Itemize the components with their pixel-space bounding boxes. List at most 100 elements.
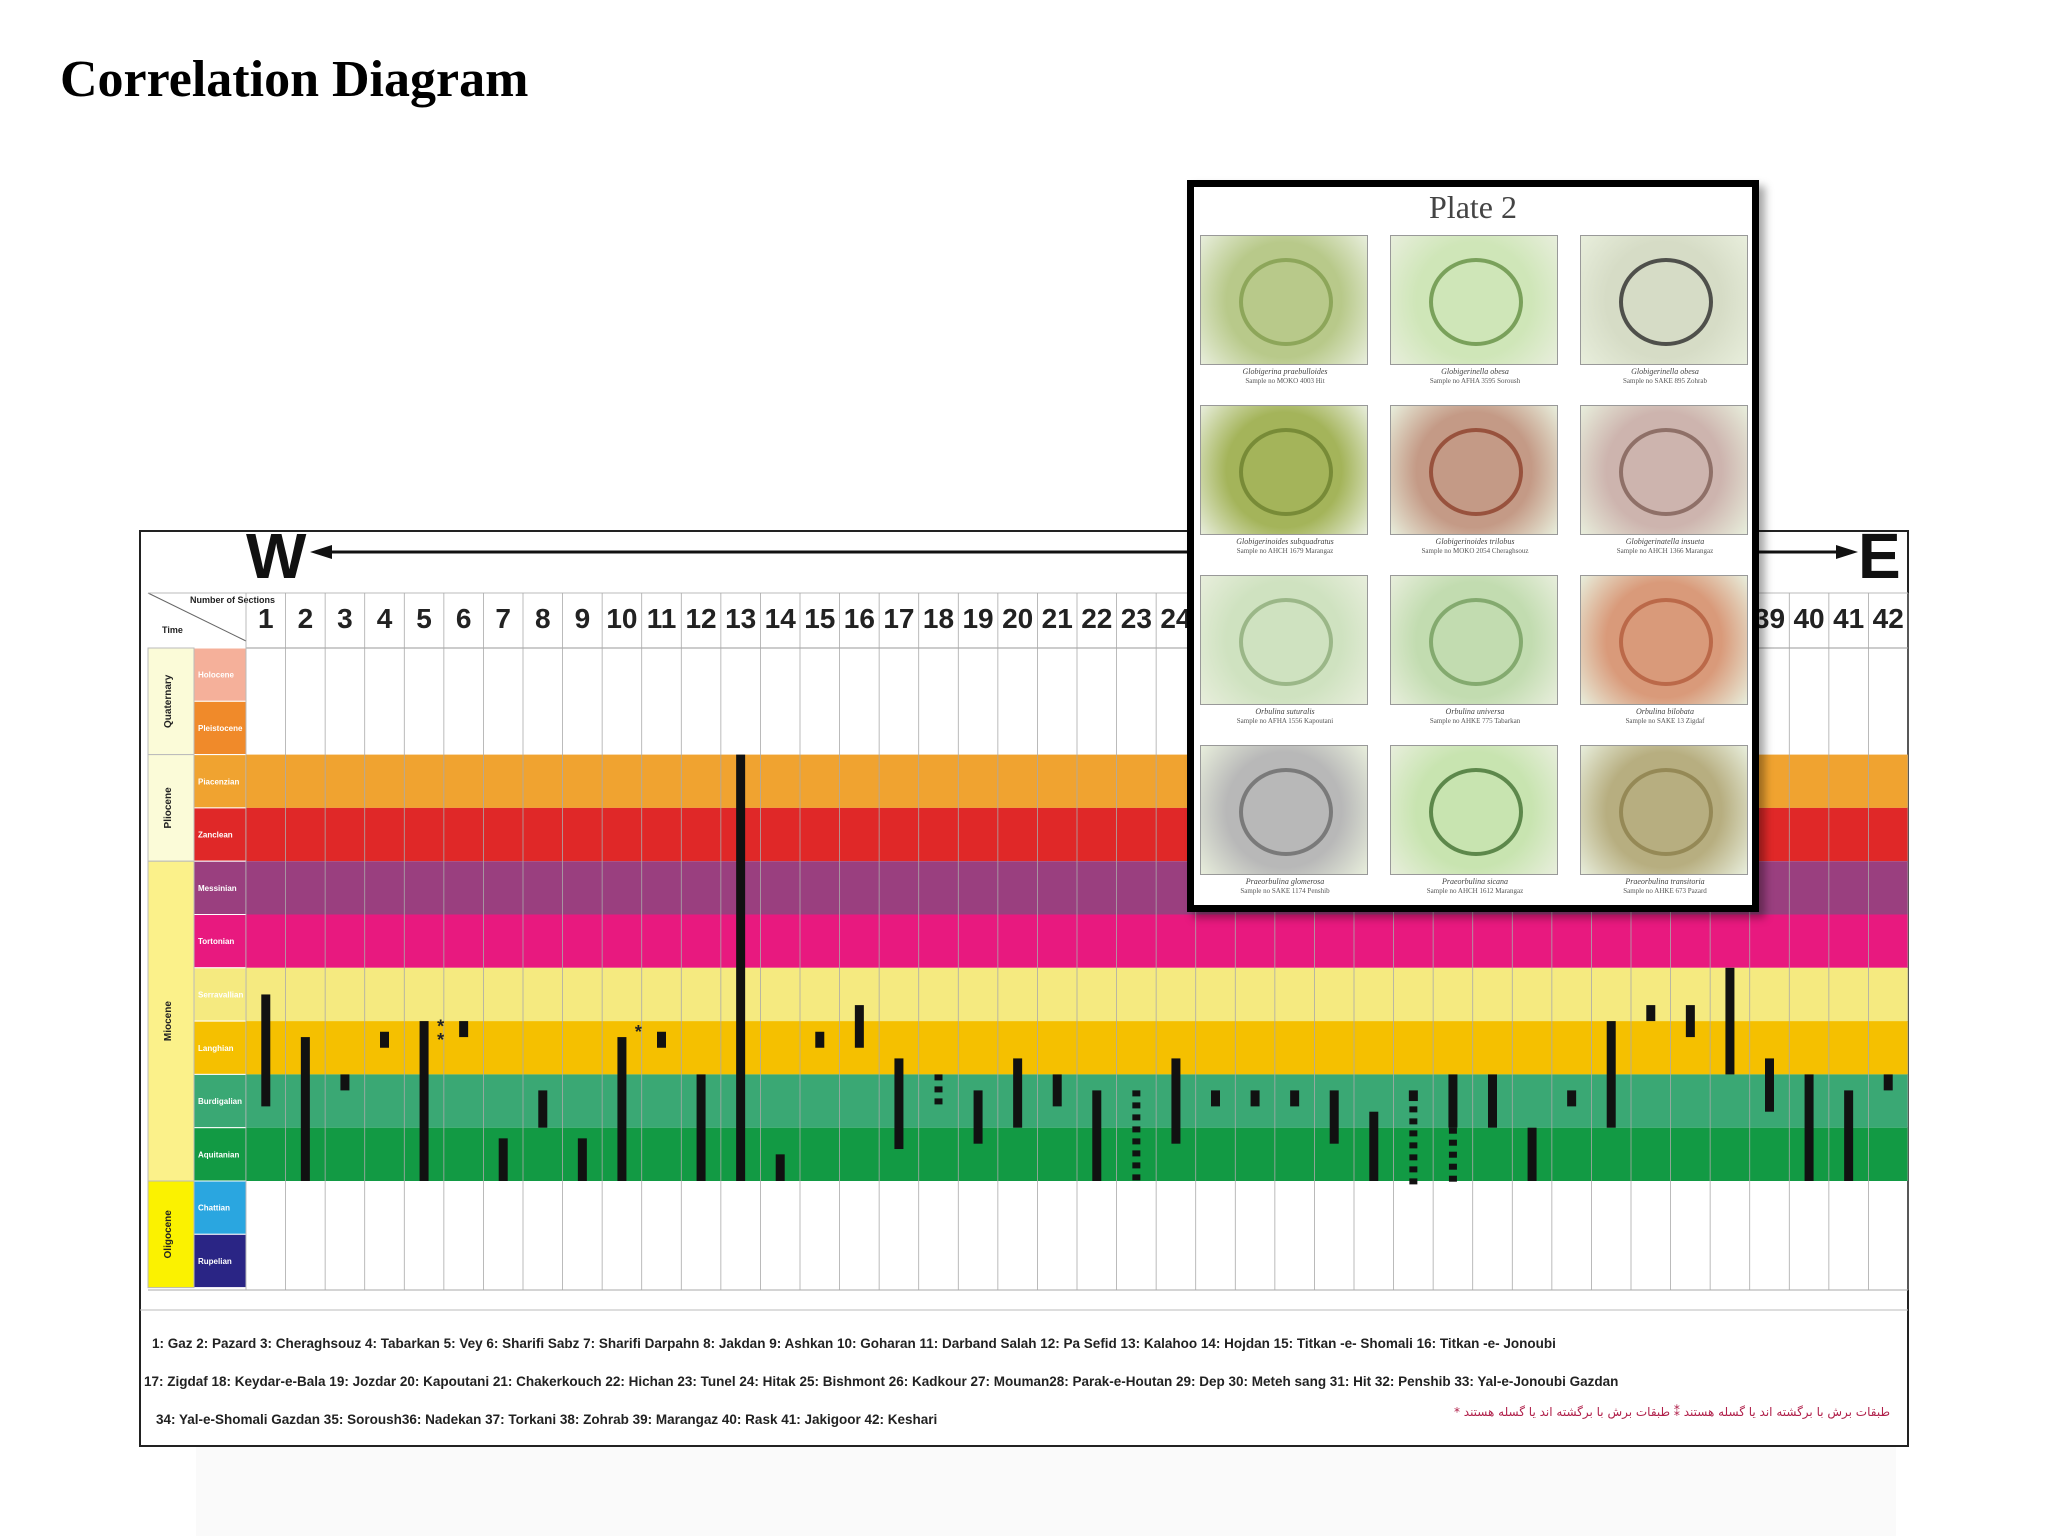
stage-label: Messinian bbox=[198, 884, 237, 893]
section-number: 2 bbox=[298, 603, 314, 634]
dotted-range-segment bbox=[1409, 1178, 1418, 1185]
plate-specimen: Globigerina praebulloides Sample no MOKO … bbox=[1200, 235, 1370, 386]
stage-label: Chattian bbox=[198, 1204, 230, 1213]
range-bar bbox=[1448, 1074, 1458, 1128]
specimen-name: Globigerina praebulloides bbox=[1242, 367, 1328, 376]
section-number: 42 bbox=[1873, 603, 1904, 634]
specimen-name: Praeorbulina sicana bbox=[1442, 877, 1508, 886]
specimen-micrograph bbox=[1580, 235, 1748, 365]
specimen-sample: Sample no AFHA 1556 Kapoutani bbox=[1236, 717, 1334, 725]
range-bar bbox=[419, 1021, 429, 1181]
epoch-label: Pliocene bbox=[163, 787, 174, 829]
specimen-sample: Sample no AFHA 3595 Soroush bbox=[1429, 377, 1521, 385]
section-number: 1 bbox=[258, 603, 274, 634]
plate-specimen: Globigerinella obesa Sample no SAKE 895 Z… bbox=[1580, 235, 1750, 386]
specimen-test-shape bbox=[1239, 598, 1333, 686]
dotted-range-segment bbox=[1409, 1130, 1418, 1137]
range-bar bbox=[1250, 1090, 1260, 1107]
range-bar bbox=[498, 1138, 508, 1181]
specimen-micrograph bbox=[1200, 235, 1368, 365]
plate-specimen: Globigerinatella insueta Sample no AHCH 1… bbox=[1580, 405, 1750, 556]
range-bar bbox=[736, 754, 746, 1181]
specimen-name: Orbulina suturalis bbox=[1255, 707, 1315, 716]
specimen-name: Globigerinella obesa bbox=[1631, 367, 1699, 376]
dotted-range-segment bbox=[1132, 1114, 1141, 1121]
section-number: 15 bbox=[804, 603, 835, 634]
specimen-name: Orbulina universa bbox=[1445, 707, 1505, 716]
epoch-label: Miocene bbox=[163, 1001, 174, 1041]
section-number: 41 bbox=[1833, 603, 1864, 634]
arrow-head-east bbox=[1836, 545, 1858, 559]
dotted-range-segment bbox=[1448, 1139, 1457, 1146]
specimen-sample: Sample no AHCH 1679 Marangaz bbox=[1236, 547, 1334, 555]
stage-cell bbox=[193, 700, 247, 756]
stage-label: Langhian bbox=[198, 1044, 234, 1053]
dotted-range-segment bbox=[934, 1086, 943, 1093]
range-bar bbox=[1567, 1090, 1577, 1107]
stage-label: Pleistocene bbox=[198, 724, 243, 733]
epoch-cell bbox=[147, 860, 195, 1182]
stage-label: Zanclean bbox=[198, 831, 233, 840]
section-number: 10 bbox=[606, 603, 637, 634]
range-bar bbox=[1290, 1090, 1300, 1107]
section-number: 8 bbox=[535, 603, 551, 634]
specimen-name: Praeorbulina glomerosa bbox=[1245, 877, 1325, 886]
plate-specimen: Praeorbulina glomerosa Sample no SAKE 117… bbox=[1200, 745, 1370, 896]
specimen-name: Globigerinella obesa bbox=[1441, 367, 1509, 376]
section-number: 17 bbox=[883, 603, 914, 634]
range-bar bbox=[577, 1138, 587, 1181]
specimen-micrograph bbox=[1390, 405, 1558, 535]
specimen-test-shape bbox=[1429, 258, 1523, 346]
range-bar bbox=[1052, 1074, 1062, 1107]
specimen-micrograph bbox=[1200, 405, 1368, 535]
specimen-test-shape bbox=[1239, 428, 1333, 516]
specimen-micrograph bbox=[1580, 405, 1748, 535]
dotted-range-segment bbox=[1409, 1154, 1418, 1161]
section-number: 18 bbox=[923, 603, 954, 634]
specimen-micrograph bbox=[1580, 745, 1748, 875]
stage-cell bbox=[193, 1127, 247, 1182]
specimen-sample: Sample no AHKE 673 Pazard bbox=[1623, 887, 1707, 895]
epoch-label: Quaternary bbox=[163, 674, 174, 728]
specimen-micrograph bbox=[1200, 575, 1368, 705]
specimen-sample: Sample no AHCH 1612 Marangaz bbox=[1426, 887, 1524, 895]
stage-label: Burdigalian bbox=[198, 1097, 242, 1106]
plate-specimen: Globigerinella obesa Sample no AFHA 3595 … bbox=[1390, 235, 1560, 386]
specimen-micrograph bbox=[1390, 235, 1558, 365]
range-bar bbox=[300, 1037, 310, 1181]
section-number: 16 bbox=[844, 603, 875, 634]
specimen-test-shape bbox=[1429, 428, 1523, 516]
specimen-sample: Sample no SAKE 895 Zohrab bbox=[1623, 377, 1707, 385]
dotted-range-segment bbox=[1448, 1175, 1457, 1182]
section-number: 23 bbox=[1121, 603, 1152, 634]
range-bar bbox=[1092, 1090, 1102, 1181]
range-bar bbox=[1211, 1090, 1220, 1107]
plate-specimen: Praeorbulina transitoria Sample no AHKE 6… bbox=[1580, 745, 1750, 896]
plate-specimen: Globigerinoides trilobus Sample no MOKO 2… bbox=[1390, 405, 1560, 556]
asterisk-mark: * bbox=[635, 1022, 642, 1042]
plate-specimen: Orbulina bilobata Sample no SAKE 13 Zigda… bbox=[1580, 575, 1750, 726]
specimen-sample: Sample no AHKE 775 Tabarkan bbox=[1429, 717, 1521, 725]
section-number: 3 bbox=[337, 603, 353, 634]
specimen-test-shape bbox=[1619, 768, 1713, 856]
section-number: 19 bbox=[962, 603, 993, 634]
stage-label: Holocene bbox=[198, 671, 235, 680]
specimen-test-shape bbox=[1619, 428, 1713, 516]
range-bar bbox=[1804, 1074, 1814, 1181]
dotted-range-segment bbox=[1409, 1106, 1418, 1113]
range-bar bbox=[617, 1037, 627, 1181]
dotted-range-segment bbox=[1132, 1150, 1141, 1157]
east-label: E bbox=[1858, 520, 1901, 592]
plate-specimen: Orbulina universa Sample no AHKE 775 Taba… bbox=[1390, 575, 1560, 726]
specimen-sample: Sample no AHCH 1366 Marangaz bbox=[1616, 547, 1714, 555]
specimen-micrograph bbox=[1580, 575, 1748, 705]
specimen-sample: Sample no SAKE 1174 Penshib bbox=[1240, 887, 1330, 895]
specimen-test-shape bbox=[1619, 598, 1713, 686]
specimen-sample: Sample no SAKE 13 Zigdaf bbox=[1625, 717, 1705, 725]
stage-cell bbox=[193, 807, 247, 862]
range-bar bbox=[459, 1021, 469, 1038]
specimen-test-shape bbox=[1429, 598, 1523, 686]
section-number: 13 bbox=[725, 603, 756, 634]
range-bar bbox=[1606, 1021, 1616, 1128]
header-time-label: Time bbox=[162, 625, 183, 635]
